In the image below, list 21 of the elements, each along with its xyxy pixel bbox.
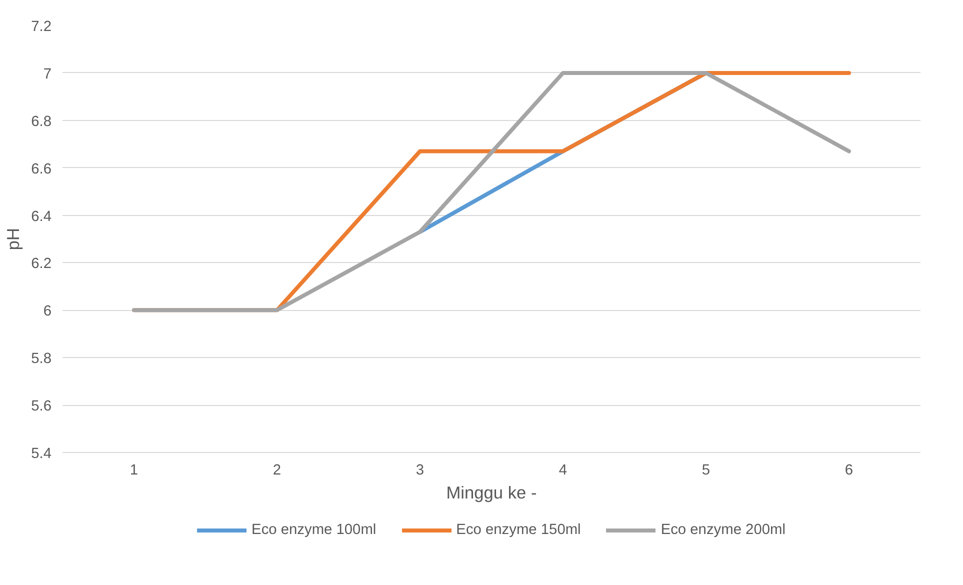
y-tick-label: 5.6 [31, 398, 52, 415]
y-tick-label: 7.2 [31, 19, 52, 35]
legend-label: Eco enzyme 150ml [456, 522, 581, 538]
y-tick-label: 6.2 [31, 256, 52, 272]
x-tick-label: 3 [416, 462, 424, 478]
y-tick-label: 5.4 [31, 446, 52, 462]
x-tick-label: 2 [272, 462, 282, 478]
y-tick-label: 6 [43, 304, 52, 320]
x-tick-label: 4 [558, 462, 568, 478]
legend-label: Eco enzyme 200ml [660, 522, 786, 538]
x-axis-title: Minggu ke - [446, 482, 537, 502]
y-axis-title: pH [3, 228, 24, 250]
x-tick-label: 5 [702, 462, 710, 478]
legend-label: Eco enzyme 100ml [252, 522, 376, 538]
y-tick-label: 6.8 [31, 114, 52, 130]
y-tick-label: 6.4 [31, 208, 52, 225]
y-tick-label: 6.6 [31, 161, 52, 178]
y-tick-label: 5.8 [31, 351, 52, 368]
x-tick-label: 1 [130, 462, 138, 478]
x-tick-label: 6 [844, 462, 854, 478]
y-tick-label: 7 [43, 66, 52, 82]
